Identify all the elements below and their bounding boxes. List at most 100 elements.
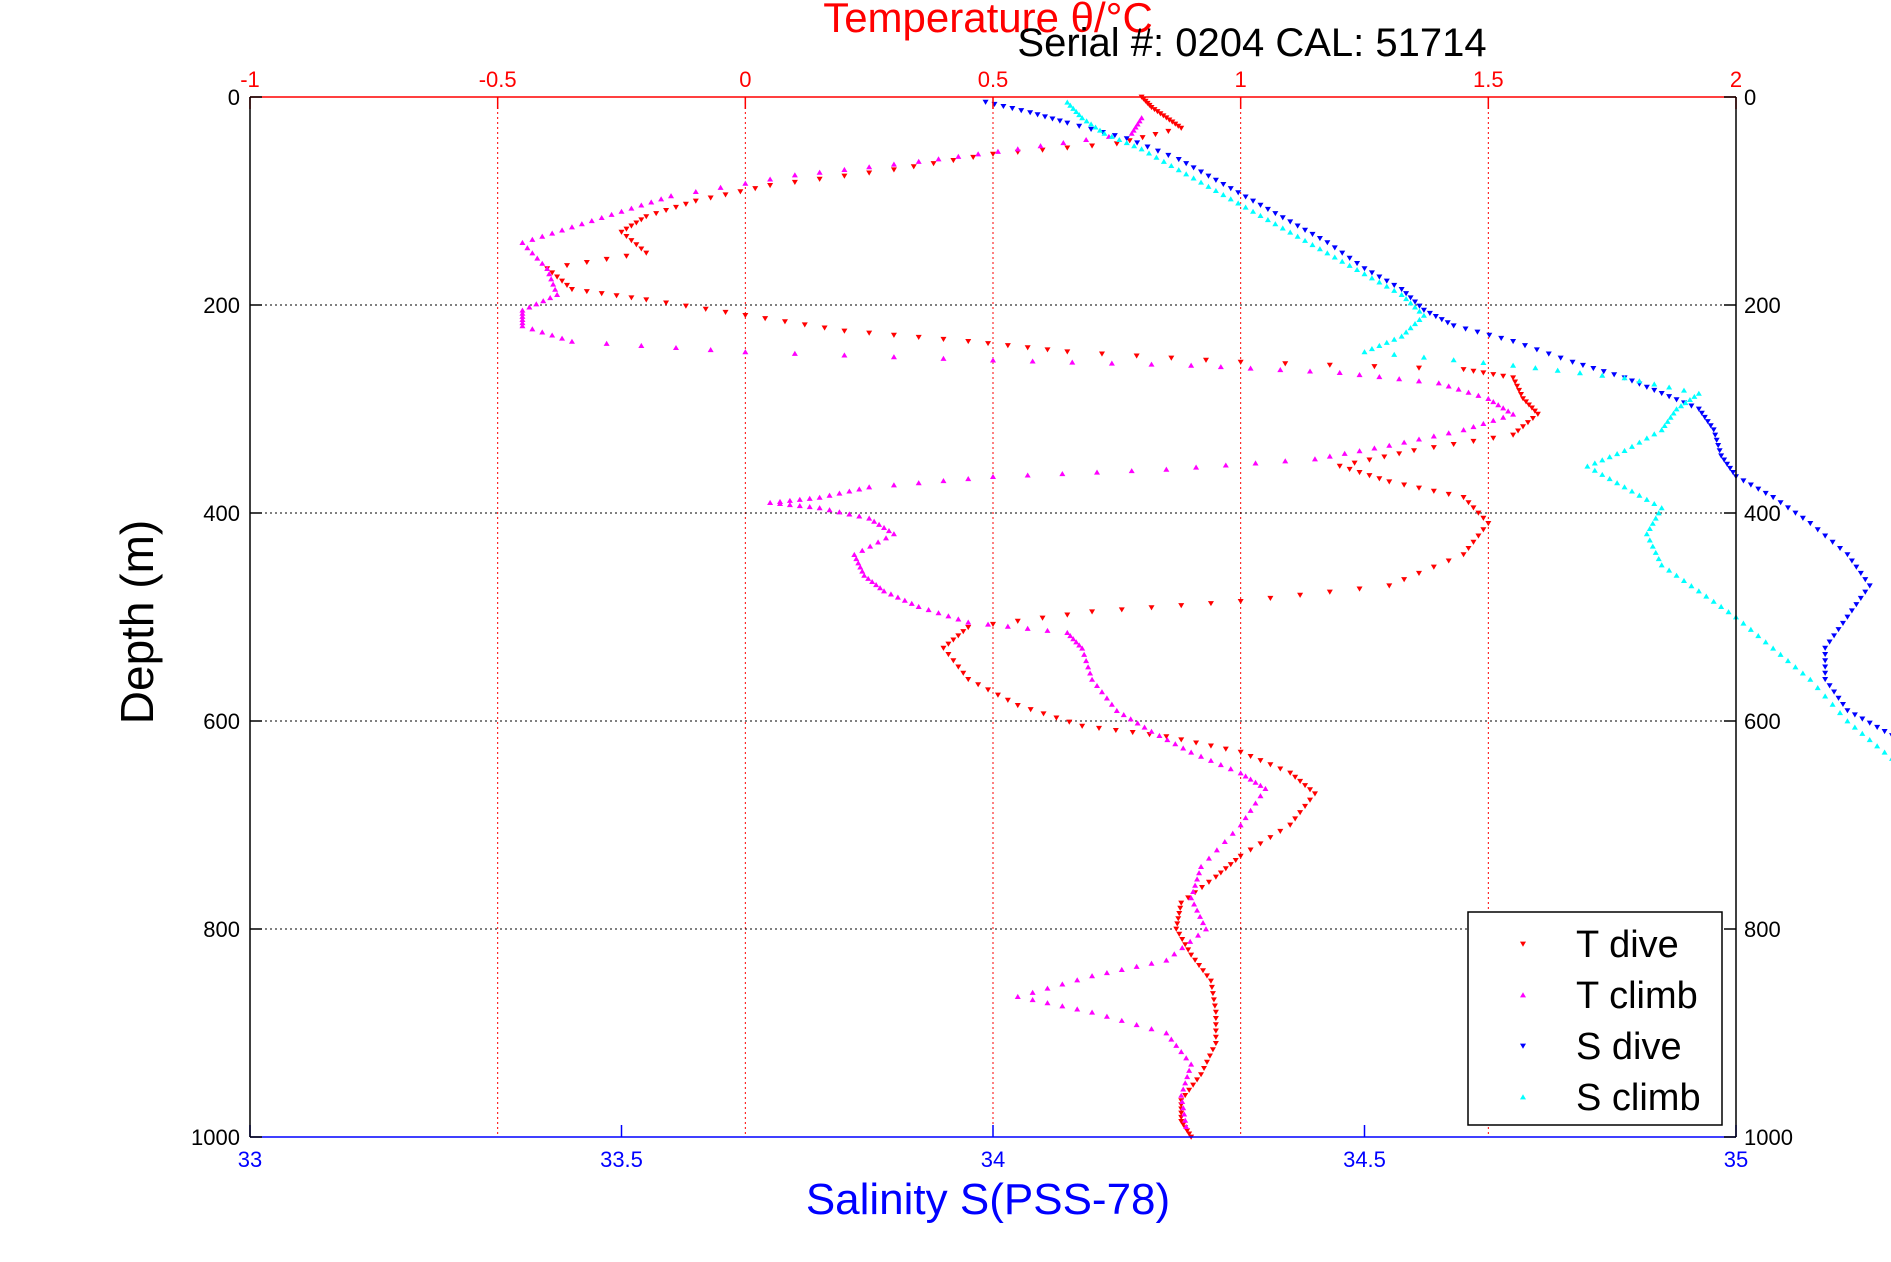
data-point-t-dive [1326, 589, 1333, 595]
data-point-s-dive [1242, 194, 1249, 200]
data-point-t-climb [994, 148, 1001, 154]
data-point-t-dive [682, 303, 689, 309]
data-point-t-dive [866, 170, 873, 176]
data-point-s-climb [1420, 354, 1427, 360]
data-point-s-climb [1661, 422, 1668, 429]
data-point-s-dive [1853, 602, 1860, 608]
data-point-t-climb [816, 169, 823, 175]
data-point-t-dive [1500, 373, 1507, 379]
data-point-t-climb [865, 575, 872, 581]
data-point-t-climb [791, 350, 798, 356]
data-point-s-climb [1398, 333, 1405, 339]
data-point-s-dive [1713, 437, 1720, 443]
data-point-t-climb [549, 230, 556, 236]
data-point-s-climb [1785, 657, 1792, 664]
data-point-t-dive [1185, 895, 1192, 901]
data-point-t-climb [1356, 448, 1363, 454]
data-point-t-dive [1460, 552, 1467, 558]
data-point-s-climb [1076, 111, 1083, 118]
data-point-t-dive [672, 204, 679, 210]
data-point-s-dive [1064, 120, 1071, 126]
right-axis: 0 200 400 600 800 1000 [1724, 85, 1793, 1150]
data-point-t-dive [1192, 957, 1199, 963]
legend-box [1467, 911, 1723, 1126]
data-point-s-dive [1331, 245, 1338, 251]
data-point-t-dive [990, 621, 996, 627]
data-point-s-climb [1383, 283, 1390, 289]
data-point-t-dive [1098, 351, 1105, 357]
data-point-s-climb [1643, 496, 1650, 502]
data-point-s-climb [1227, 196, 1234, 202]
data-point-t-dive [1232, 857, 1239, 864]
data-point-s-climb [1614, 480, 1621, 486]
data-point-s-climb [1649, 520, 1656, 526]
data-point-s-climb [1755, 633, 1762, 639]
data-point-t-dive [1411, 448, 1418, 454]
data-point-s-climb [1175, 167, 1182, 173]
data-point-t-dive [1207, 978, 1214, 984]
data-point-t-climb [648, 199, 655, 205]
data-point-t-climb [1188, 749, 1195, 755]
data-point-t-dive [1027, 707, 1034, 713]
data-point-s-climb [1747, 626, 1754, 632]
data-point-s-dive [1111, 133, 1118, 139]
data-point-t-climb [1194, 907, 1201, 913]
data-point-s-dive [1165, 152, 1172, 158]
data-point-t-climb [1205, 855, 1212, 861]
data-point-s-dive [1844, 614, 1851, 620]
data-point-t-climb [796, 503, 803, 509]
data-point-t-dive [985, 341, 992, 347]
data-point-s-dive [1123, 136, 1130, 142]
data-point-s-climb [1799, 670, 1806, 676]
data-point-t-dive [950, 158, 957, 164]
data-point-t-dive [583, 259, 590, 266]
data-point-t-dive [1470, 438, 1477, 444]
data-point-t-climb [519, 323, 526, 329]
data-point-s-climb [1092, 124, 1099, 130]
data-point-t-dive [628, 223, 635, 229]
data-point-t-dive [1237, 853, 1244, 859]
data-point-t-dive [1178, 737, 1185, 743]
data-point-s-dive [1009, 106, 1016, 112]
data-point-t-dive [1126, 138, 1133, 144]
data-point-t-climb [881, 588, 888, 594]
data-point-s-climb [1643, 531, 1650, 537]
data-point-t-dive [1206, 1053, 1213, 1059]
data-point-s-climb [1678, 403, 1685, 409]
data-point-t-climb [534, 255, 541, 261]
data-point-s-dive [1822, 658, 1829, 664]
data-point-s-climb [1096, 127, 1103, 133]
data-point-t-dive [1267, 762, 1274, 768]
legend-marker [1520, 1094, 1526, 1100]
data-point-t-dive [1178, 603, 1185, 609]
data-point-t-dive [1257, 841, 1264, 847]
data-point-s-climb [1599, 372, 1606, 378]
data-point-t-climb [1247, 807, 1254, 813]
data-point-s-dive [1426, 310, 1433, 317]
data-point-t-climb [1237, 822, 1244, 828]
data-point-t-climb [1083, 136, 1090, 143]
left-tick-label: 1000 [191, 1125, 240, 1150]
data-point-s-climb [1376, 342, 1383, 348]
data-point-t-dive [1277, 766, 1284, 772]
data-point-s-dive [1799, 515, 1806, 521]
data-point-s-climb [1621, 447, 1628, 453]
data-point-s-dive [1829, 539, 1836, 545]
data-point-t-climb [1103, 695, 1110, 701]
data-point-t-dive [1520, 424, 1527, 430]
data-point-t-climb [786, 497, 793, 503]
data-point-t-climb [890, 161, 897, 167]
data-point-t-climb [1242, 773, 1249, 779]
data-point-t-climb [1060, 140, 1067, 146]
data-point-t-dive [1227, 862, 1234, 868]
data-point-t-dive [1208, 984, 1215, 990]
data-point-t-dive [1212, 1016, 1219, 1022]
data-point-t-dive [1200, 968, 1207, 974]
data-point-t-climb [1059, 470, 1066, 477]
data-point-t-climb [1094, 469, 1101, 475]
data-point-t-dive [1346, 466, 1353, 473]
data-point-s-climb [1688, 583, 1695, 589]
data-point-s-climb [1599, 471, 1606, 477]
data-point-t-dive [618, 229, 625, 235]
data-point-t-climb [1490, 399, 1497, 405]
